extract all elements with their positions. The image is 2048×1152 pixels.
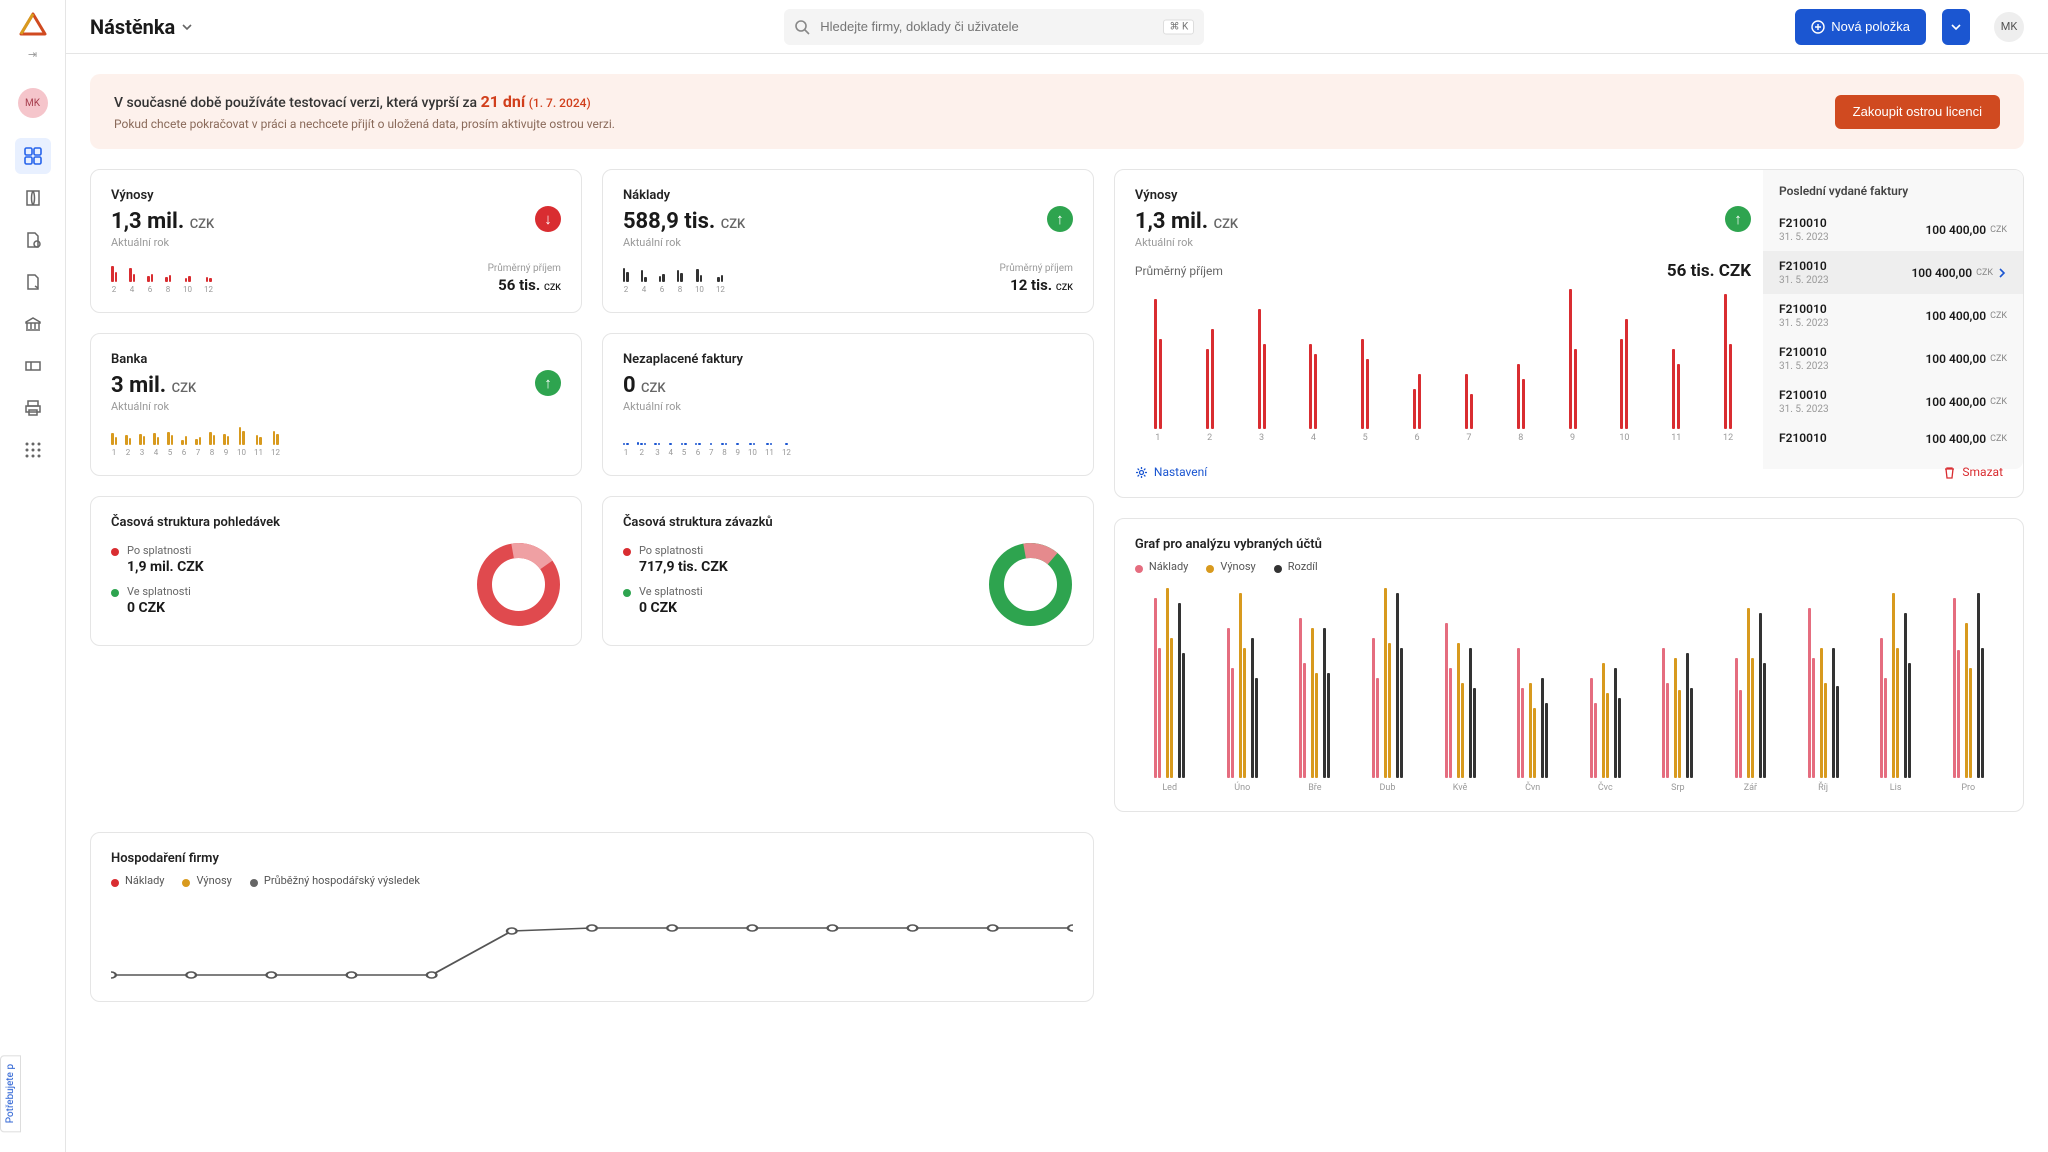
nav-doc-out[interactable] [15,264,51,300]
trial-banner: V současné době používáte testovací verz… [90,74,2024,149]
card-zavazky: Časová struktura závazků Po splatnosti71… [602,496,1094,646]
invoice-item[interactable]: F21001031. 5. 2023100 400,00 CZK [1763,294,2023,337]
card-analysis: Graf pro analýzu vybraných účtůNákladyVý… [1114,518,2024,812]
trend-indicator: ↑ [1047,206,1073,232]
nav-dashboard[interactable] [15,138,51,174]
chevron-down-icon [181,21,193,33]
card-nezaplacene: Nezaplacené faktury 0 CZK Aktuální rok 1… [602,333,1094,476]
invoice-item[interactable]: F21001031. 5. 2023100 400,00 CZK [1763,208,2023,251]
nav-contacts[interactable] [15,180,51,216]
buy-license-button[interactable]: Zakoupit ostrou licenci [1835,95,2000,129]
new-item-dropdown[interactable] [1942,9,1970,45]
delete-link[interactable]: Smazat [1943,465,2003,479]
nav-apps[interactable] [15,432,51,468]
invoice-item[interactable]: F210010100 400,00 CZK [1763,423,2023,455]
card-hospodareni: Hospodaření firmyNákladyVýnosyPrůběžný h… [90,832,1094,1002]
card-pohledavky: Časová struktura pohledávek Po splatnost… [90,496,582,646]
sidebar-avatar[interactable]: MK [18,88,48,118]
plus-circle-icon [1811,20,1825,34]
nav-bank[interactable] [15,306,51,342]
help-tab[interactable]: Potřebujete p [0,1055,21,1132]
invoice-item[interactable]: F21001031. 5. 2023100 400,00 CZK [1763,337,2023,380]
nav-doc-in[interactable] [15,222,51,258]
card-naklady: Náklady 588,9 tis. CZK Aktuální rok ↑ 24… [602,169,1094,313]
card-vynosy: Výnosy 1,3 mil. CZK Aktuální rok ↓ 24681… [90,169,582,313]
card-banka: Banka 3 mil. CZK Aktuální rok ↑ 12345678… [90,333,582,476]
new-item-button[interactable]: Nová položka [1795,9,1926,45]
nav-tickets[interactable] [15,348,51,384]
trend-indicator: ↓ [535,206,561,232]
invoice-list: Poslední vydané faktury F21001031. 5. 20… [1763,170,2023,469]
invoice-item[interactable]: F21001031. 5. 2023100 400,00 CZK [1763,251,2023,294]
nav-print[interactable] [15,390,51,426]
search-input[interactable] [784,9,1204,45]
card-big-vynosy: Výnosy 1,3 mil. CZK Aktuální rok ↑ Průmě… [1114,169,2024,498]
search-shortcut: ⌘ K [1163,19,1194,34]
page-title[interactable]: Nástěnka [90,15,193,39]
search-container: ⌘ K [784,9,1204,45]
trend-indicator: ↑ [1725,206,1751,232]
search-icon [794,19,810,35]
trend-indicator: ↑ [535,370,561,396]
user-avatar[interactable]: MK [1994,12,2024,42]
collapse-sidebar-button[interactable]: ⇥ [23,44,43,64]
invoice-item[interactable]: F21001031. 5. 2023100 400,00 CZK [1763,380,2023,423]
logo [17,12,49,36]
settings-link[interactable]: Nastavení [1135,465,1207,479]
